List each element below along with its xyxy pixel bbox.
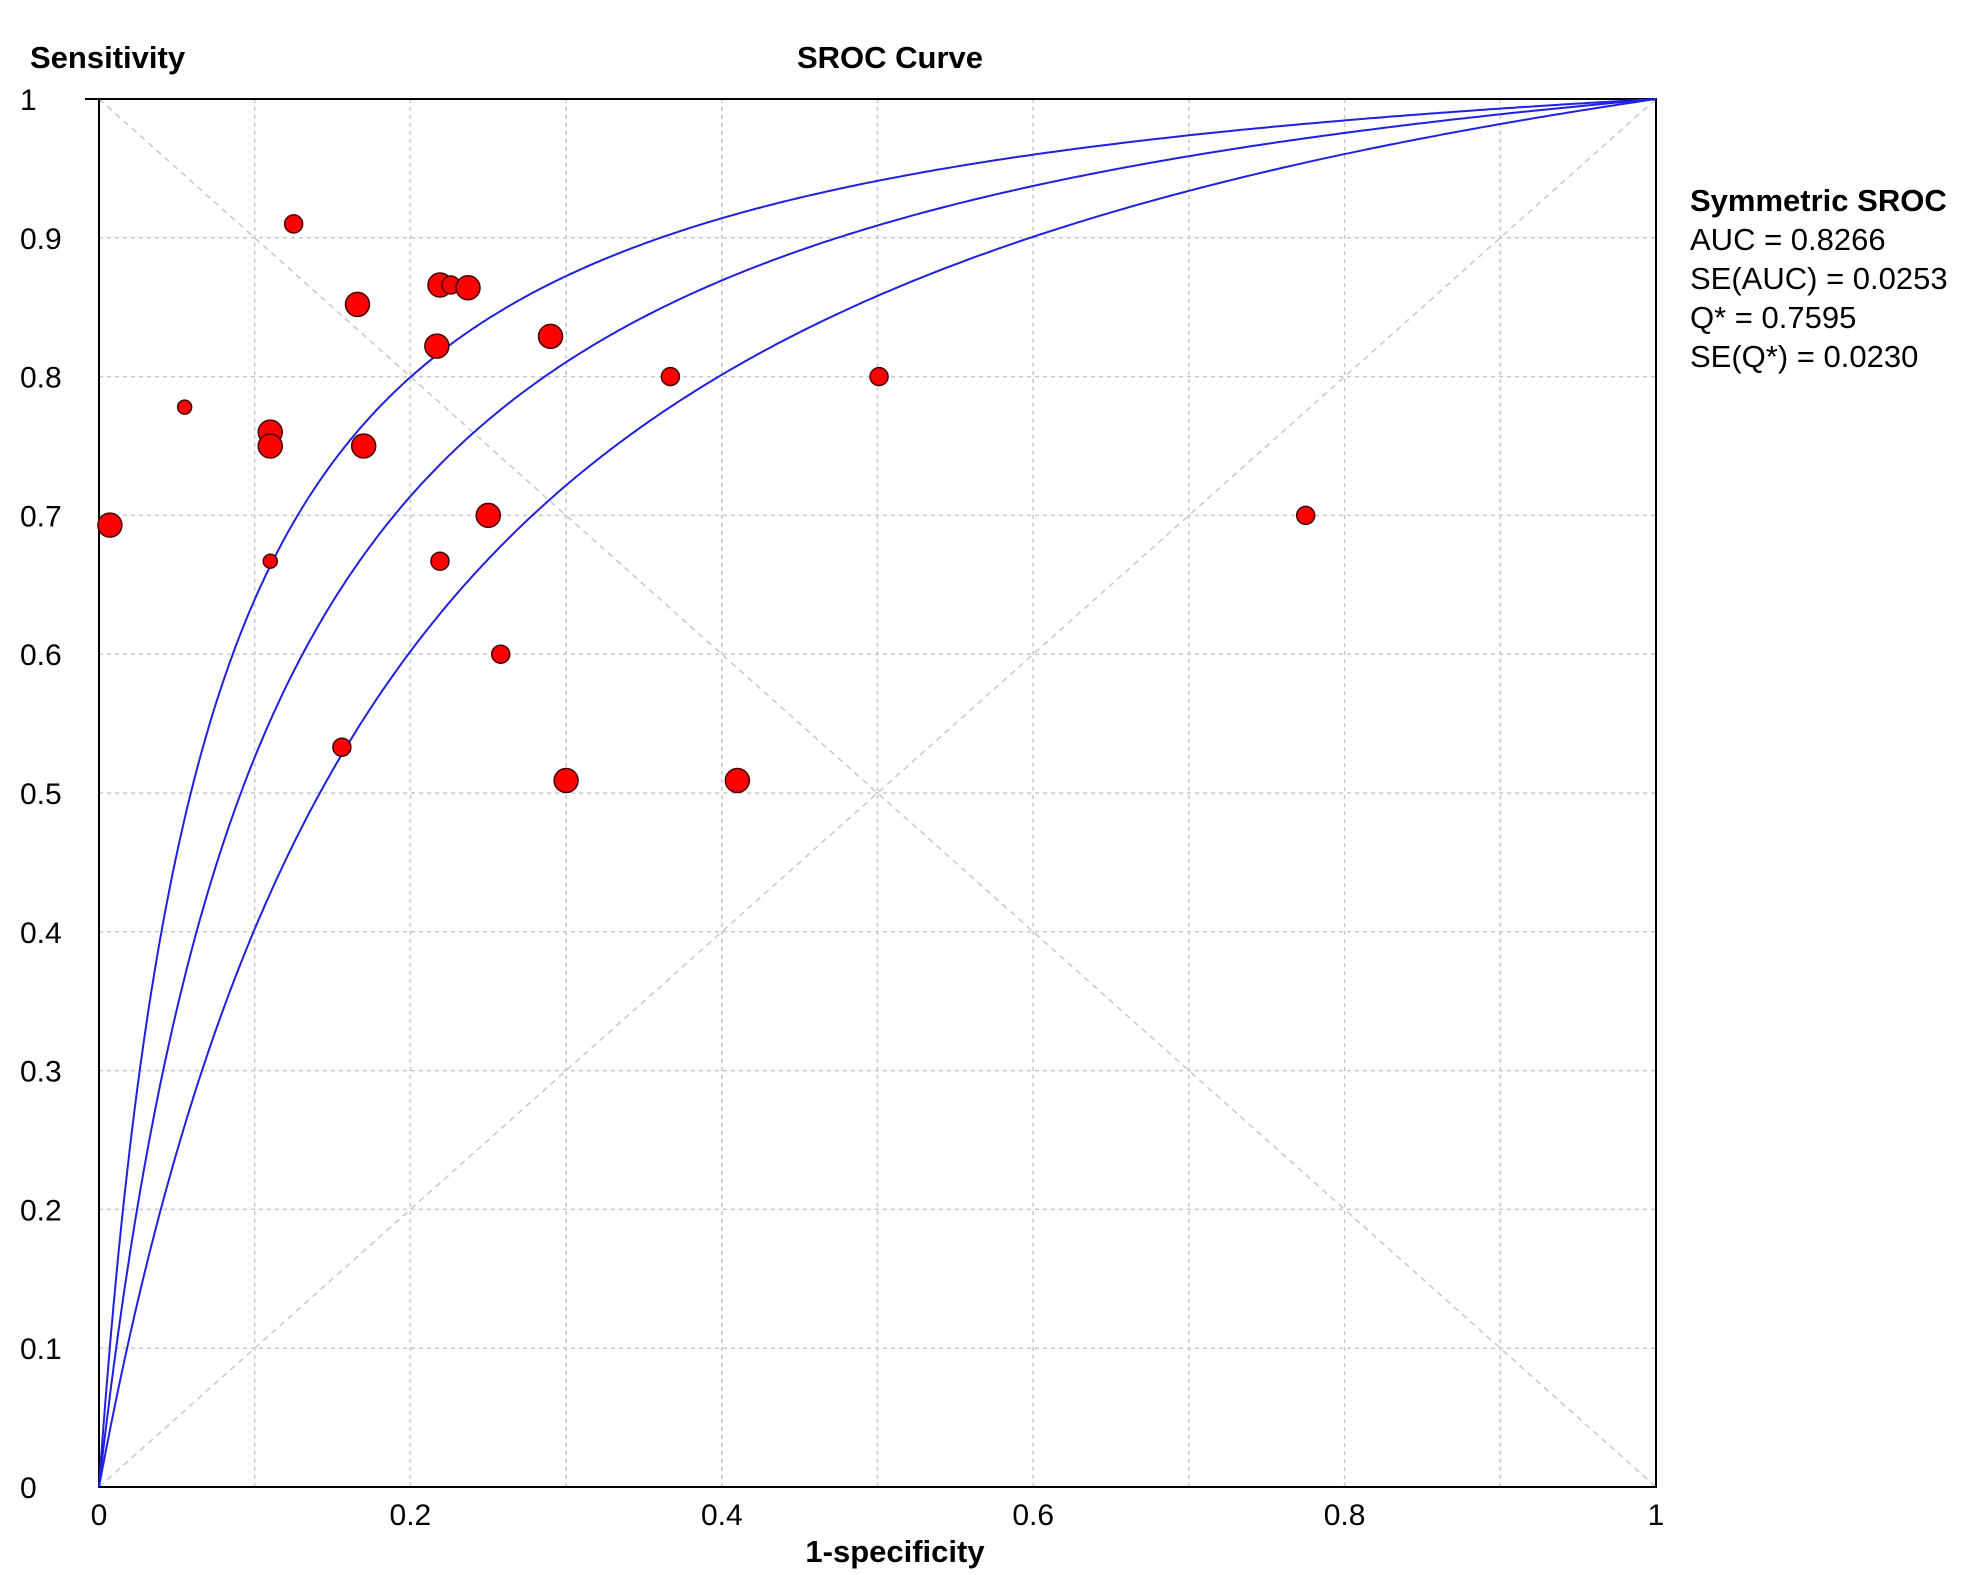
study-point	[257, 433, 284, 459]
study-point	[262, 553, 279, 569]
y-tick-label: 1	[20, 84, 37, 117]
y-tick-label: 0.3	[20, 1056, 62, 1089]
study-point	[455, 275, 481, 301]
study-point	[424, 333, 450, 359]
legend-auc: AUC = 0.8266	[1690, 222, 1886, 257]
x-tick-label: 0.2	[390, 1499, 432, 1532]
legend-q-star: Q* = 0.7595	[1690, 300, 1856, 335]
y-tick-label: 0.4	[20, 917, 62, 950]
study-point	[475, 502, 501, 529]
legend-se-q-star: SE(Q*) = 0.0230	[1690, 339, 1918, 374]
data-points	[97, 214, 1316, 794]
y-tick-label: 0.6	[20, 639, 62, 672]
sroc-curves	[98, 98, 1657, 1488]
anti-diagonal-line	[98, 98, 1657, 1488]
study-point	[350, 433, 377, 459]
study-point	[1295, 505, 1316, 526]
plot-frame	[98, 98, 1657, 1488]
y-tick-label: 0.7	[20, 500, 62, 533]
x-tick-label: 1	[1648, 1499, 1665, 1532]
x-tick-label: 0.4	[701, 1499, 743, 1532]
tick-labels: 0 0.2 0.4 0.6 0.8 1 0 0.1 0.2 0.3 0.4 0.5 0.6 0.7 0.8 0…	[20, 84, 1664, 1532]
study-point	[660, 366, 681, 387]
y-axis-label: Sensitivity	[30, 40, 186, 75]
y-tick-label: 0.1	[20, 1333, 62, 1366]
legend-title: Symmetric SROC	[1690, 183, 1947, 218]
legend-se-auc: SE(AUC) = 0.0253	[1690, 261, 1948, 296]
x-axis-label: 1-specificity	[805, 1534, 985, 1569]
study-point	[490, 644, 511, 664]
study-point	[869, 366, 889, 387]
x-tick-label: 0	[91, 1499, 108, 1532]
legend: Symmetric SROC AUC = 0.8266 SE(AUC) = 0.…	[1690, 183, 1948, 374]
y-tick-label: 0	[20, 1472, 37, 1505]
diagonal-line	[98, 98, 1657, 1488]
sroc-curve-lower	[98, 98, 1657, 1488]
study-point	[176, 399, 193, 415]
sroc-curve-upper	[98, 98, 1657, 1487]
x-tick-label: 0.6	[1012, 1499, 1054, 1532]
y-tick-label: 0.9	[20, 223, 62, 256]
sroc-curve-sroc	[98, 98, 1657, 1488]
study-point	[283, 214, 304, 234]
study-point	[332, 737, 352, 757]
study-point	[344, 291, 371, 318]
study-point	[430, 551, 450, 571]
study-point	[97, 512, 123, 538]
study-point	[553, 767, 579, 794]
grid	[85, 98, 1657, 1488]
y-tick-label: 0.2	[20, 1194, 62, 1227]
y-tick-label: 0.5	[20, 778, 62, 811]
x-tick-label: 0.8	[1324, 1499, 1366, 1532]
study-point	[537, 323, 564, 350]
study-point	[724, 767, 751, 794]
y-tick-label: 0.8	[20, 362, 62, 395]
chart-title: SROC Curve	[797, 40, 983, 75]
